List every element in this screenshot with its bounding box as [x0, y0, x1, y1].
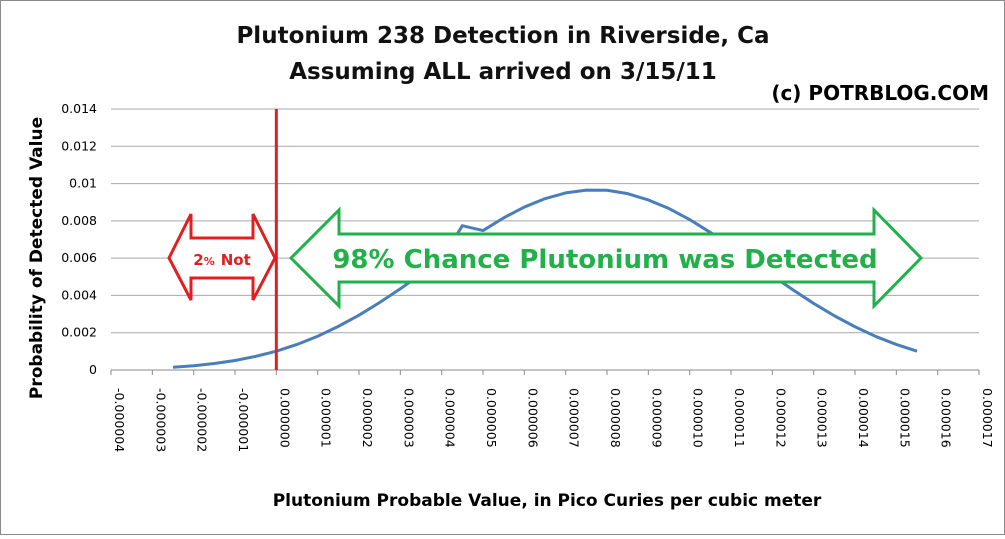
right-arrow-label: 98% Chance Plutonium was Detected — [332, 245, 877, 275]
x-tick-label: -0.000003 — [153, 388, 168, 452]
y-tick-label: 0.008 — [61, 213, 97, 228]
x-tick-label: 0.000011 — [732, 388, 747, 448]
x-tick-label: 0.000016 — [939, 388, 954, 448]
x-tick-label: -0.000002 — [195, 388, 210, 452]
left-double-arrow: 2% Not — [167, 213, 277, 301]
x-tick-label: 0.000006 — [525, 388, 540, 448]
chart-subtitle: Assuming ALL arrived on 3/15/11 — [289, 59, 717, 85]
x-tick-label: -0.000001 — [236, 388, 251, 452]
x-tick-label: 0.000010 — [691, 388, 706, 448]
credit-label: (c) POTRBLOG.COM — [771, 81, 989, 105]
x-tick-label: 0.000004 — [443, 388, 458, 448]
series-line-0 — [172, 188, 918, 369]
x-tick-label: 0.000012 — [773, 388, 788, 448]
x-tick-label: 0.000000 — [277, 388, 292, 448]
y-tick-label: 0 — [89, 362, 97, 377]
x-tick-label: 0.000017 — [980, 388, 995, 448]
x-tick-label: 0.000013 — [815, 388, 830, 448]
y-tick-label: 0.006 — [61, 250, 97, 265]
x-axis-title: Plutonium Probable Value, in Pico Curies… — [273, 491, 822, 511]
y-tick-label: 0.002 — [61, 325, 97, 340]
x-tick-label: 0.000008 — [608, 388, 623, 448]
y-tick-labels: 0 0.002 0.004 0.006 0.008 0.01 0.012 0.014 — [61, 101, 97, 377]
x-tick-label: 0.000007 — [567, 388, 582, 448]
x-tick-labels: -0.000004 -0.000003 -0.000002 -0.000001 0.00… — [112, 388, 995, 452]
x-tick-label: 0.000015 — [897, 388, 912, 448]
right-double-arrow: 98% Chance Plutonium was Detected — [288, 206, 924, 310]
y-tick-label: 0.004 — [61, 287, 97, 302]
left-arrow-label: 2% Not — [193, 251, 251, 269]
chart-title: Plutonium 238 Detection in Riverside, Ca — [236, 23, 769, 49]
left-arrow-label-text: Not — [221, 251, 251, 269]
y-axis-title: Probability of Detected Value — [27, 117, 47, 399]
x-tick-label: 0.000002 — [360, 388, 375, 448]
y-tick-label: 0.012 — [61, 138, 97, 153]
x-tick-label: 0.000003 — [401, 388, 416, 448]
left-arrow-label-percent: % — [204, 255, 215, 268]
left-arrow-label-number: 2 — [193, 251, 203, 269]
left-arrow-shape — [167, 213, 277, 301]
y-tick-label: 0.014 — [61, 101, 97, 116]
right-arrow-shape — [288, 206, 924, 310]
x-tick-label: 0.000005 — [484, 388, 499, 448]
y-tick-label: 0.01 — [69, 176, 97, 191]
series-layer — [172, 188, 918, 369]
x-tick-label: 0.000001 — [319, 388, 334, 448]
x-tick-label: 0.000014 — [856, 388, 871, 448]
x-tick-label: 0.000009 — [649, 388, 664, 448]
x-tick-label: -0.000004 — [112, 388, 127, 452]
